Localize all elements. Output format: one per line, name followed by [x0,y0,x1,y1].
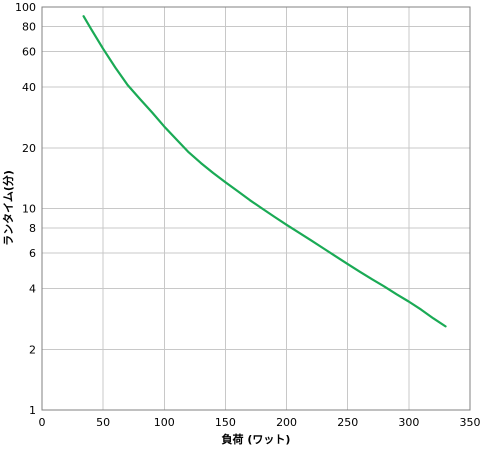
y-tick-label: 6 [29,247,36,260]
series-layer [82,15,447,328]
x-tick-labels: 0 50 100 150 200 250 300 350 [39,416,480,429]
x-tick-label: 50 [96,416,110,429]
y-tick-label: 60 [22,46,36,59]
x-tick-label: 300 [398,416,419,429]
y-tick-label: 4 [29,283,36,296]
x-axis-title: 負荷 (ワット) [222,432,291,446]
y-tick-label: 8 [29,222,36,235]
x-tick-label: 200 [276,416,297,429]
y-tick-label: 1 [29,404,36,417]
y-axis-title: ランタイム(分) [1,170,15,246]
y-tick-labels: 1 2 4 6 8 10 20 40 60 80 100 [15,1,36,417]
grid [41,6,471,411]
x-tick-label: 350 [460,416,480,429]
x-tick-label: 150 [215,416,236,429]
y-tick-label: 100 [15,1,36,14]
y-tick-label: 20 [22,142,36,155]
x-tick-label: 250 [337,416,358,429]
x-tick-label: 0 [39,416,46,429]
x-tick-label: 100 [154,416,175,429]
y-tick-label: 40 [22,81,36,94]
series-line [82,15,447,328]
y-tick-label: 10 [22,203,36,216]
y-tick-label: 80 [22,21,36,34]
y-tick-label: 2 [29,343,36,356]
plot-frame [41,6,471,411]
